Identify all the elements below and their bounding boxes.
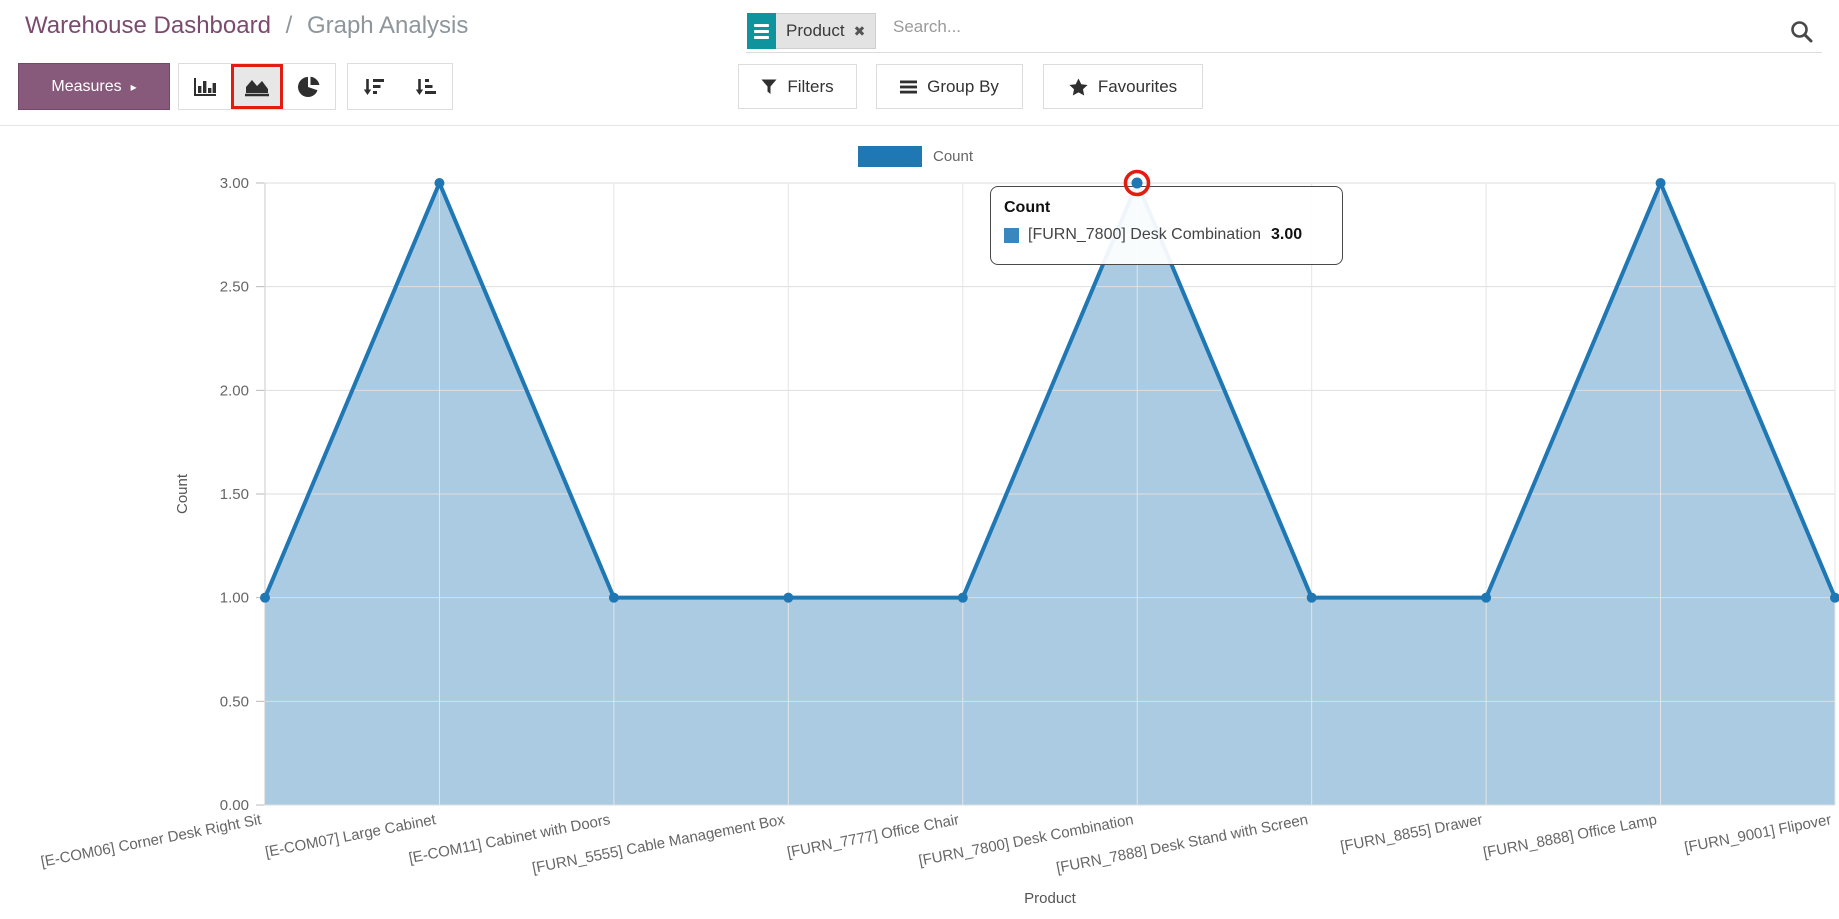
- y-tick-label: 1.00: [220, 590, 249, 607]
- star-icon: [1069, 78, 1088, 95]
- data-point[interactable]: [1481, 592, 1492, 603]
- data-point[interactable]: [608, 592, 619, 603]
- search-facet-product: Product ✖: [747, 13, 877, 49]
- x-tick-label: [FURN_9001] Flipover: [1683, 811, 1833, 856]
- data-point[interactable]: [783, 592, 794, 603]
- x-tick-label: [FURN_8855] Drawer: [1339, 811, 1484, 855]
- measures-caret-icon: ▸: [130, 79, 137, 94]
- breadcrumb-current-graph-analysis: Graph Analysis: [306, 12, 469, 39]
- x-tick-label: [FURN_7888] Desk Stand with Screen: [1055, 811, 1309, 877]
- area-chart-icon: [245, 79, 269, 96]
- x-tick-label: [E-COM11] Cabinet with Doors: [407, 811, 611, 867]
- group-by-icon: [900, 80, 918, 93]
- x-axis-title: Product: [1024, 890, 1077, 907]
- x-tick-label: [FURN_5555] Cable Management Box: [531, 811, 787, 877]
- y-tick-label: 1.50: [220, 486, 249, 503]
- chart-type-switcher: [178, 63, 336, 110]
- bar-chart-button[interactable]: [179, 64, 231, 109]
- facet-label: Product: [786, 21, 845, 40]
- facet-remove-icon[interactable]: ✖: [853, 22, 866, 39]
- measures-button[interactable]: Measures ▸: [18, 63, 170, 110]
- sort-switcher: [347, 63, 453, 110]
- filter-icon: [761, 79, 777, 94]
- y-tick-label: 2.00: [220, 382, 249, 399]
- sort-desc-icon: [363, 78, 384, 95]
- groupby-facet-icon: [747, 13, 776, 49]
- x-tick-label: [FURN_7777] Office Chair: [786, 811, 961, 861]
- bar-chart-icon: [194, 77, 216, 96]
- x-tick-label: [FURN_7800] Desk Combination: [917, 811, 1135, 869]
- pie-chart-icon: [298, 76, 320, 97]
- tooltip-series-label: [FURN_7800] Desk Combination: [1028, 226, 1261, 243]
- breadcrumb-link-warehouse-dashboard[interactable]: Warehouse Dashboard: [25, 12, 271, 39]
- breadcrumb-separator: /: [285, 12, 293, 39]
- breadcrumb: Warehouse Dashboard / Graph Analysis: [25, 12, 468, 40]
- tooltip-row: [FURN_7800] Desk Combination 3.00: [1004, 226, 1329, 244]
- pie-chart-button[interactable]: [283, 64, 335, 109]
- y-tick-label: 2.50: [220, 279, 249, 296]
- sort-asc-icon: [415, 78, 436, 95]
- filters-label: Filters: [787, 76, 834, 96]
- measures-label: Measures: [51, 77, 122, 95]
- data-point[interactable]: [1830, 592, 1839, 603]
- tooltip-value: 3.00: [1271, 226, 1303, 243]
- data-point[interactable]: [260, 592, 270, 603]
- group-by-button[interactable]: Group By: [876, 64, 1023, 109]
- search-underline: [746, 52, 1822, 53]
- filters-button[interactable]: Filters: [738, 64, 857, 109]
- y-tick-label: 0.50: [220, 693, 249, 710]
- data-point[interactable]: [957, 592, 968, 603]
- area-chart-button[interactable]: [231, 64, 283, 109]
- search-input[interactable]: [893, 17, 1773, 37]
- data-point[interactable]: [1655, 178, 1666, 188]
- tooltip-swatch: [1004, 227, 1019, 243]
- data-point[interactable]: [1306, 592, 1317, 603]
- search-icon[interactable]: [1789, 19, 1815, 45]
- group-by-label: Group By: [927, 76, 999, 96]
- y-axis-title: Count: [174, 473, 191, 514]
- toolbar-divider: [0, 125, 1839, 126]
- tooltip-title: Count: [1004, 199, 1051, 216]
- y-tick-label: 0.00: [220, 797, 249, 814]
- facet-body: Product ✖: [776, 13, 877, 49]
- sort-desc-button[interactable]: [348, 64, 400, 109]
- legend-swatch: [858, 146, 922, 167]
- data-point[interactable]: [434, 178, 445, 188]
- y-tick-label: 3.00: [220, 175, 249, 192]
- x-tick-label: [E-COM07] Large Cabinet: [264, 811, 438, 861]
- favourites-button[interactable]: Favourites: [1043, 64, 1203, 109]
- tooltip: Count [FURN_7800] Desk Combination 3.00: [990, 186, 1343, 265]
- chart-legend-item-count[interactable]: Count: [858, 146, 973, 167]
- x-tick-label: [FURN_8888] Office Lamp: [1482, 811, 1658, 861]
- area-fill: [265, 183, 1835, 805]
- sort-asc-button[interactable]: [400, 64, 452, 109]
- x-tick-label: [E-COM06] Corner Desk Right Sit: [39, 811, 263, 871]
- favourites-label: Favourites: [1097, 76, 1178, 96]
- legend-label: Count: [933, 148, 974, 165]
